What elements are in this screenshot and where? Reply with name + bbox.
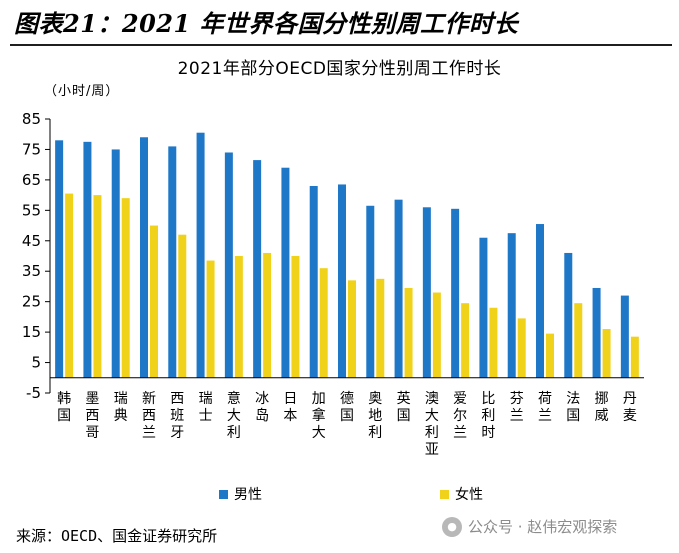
x-tick-label: 英国 [397,390,411,424]
watermark: ● 公众号 · 赵伟宏观探索 [442,516,617,537]
y-tick-label: 55 [22,201,41,219]
legend-item-female: 女性 [440,484,483,504]
bar-male [253,160,262,378]
bar-female [348,280,356,378]
bar-male [309,185,318,378]
watermark-text: 公众号 · 赵伟宏观探索 [468,518,618,536]
bar-male [224,152,233,378]
bar-male [394,199,403,378]
y-tick-label: 75 [22,140,41,158]
bar-male [366,205,375,378]
bar-female [404,287,413,378]
x-tick-label: 爱尔兰 [453,391,467,441]
legend-label-male: 男性 [234,487,262,503]
x-tick-label: 荷兰 [538,391,552,424]
y-tick-label: 65 [22,171,41,189]
bar-female [234,256,243,378]
y-tick-label: -5 [26,384,41,402]
legend-label-female: 女性 [455,487,483,503]
bar-female [319,268,328,378]
x-tick-label: 墨西哥 [85,391,99,441]
bar-male [422,207,431,378]
bar-male [620,295,629,378]
legend-swatch-male [219,489,228,499]
x-tick-label: 法国 [566,391,580,424]
bar-male [140,137,148,378]
y-tick-label: 85 [22,110,41,128]
x-tick-label: 瑞士 [199,391,213,424]
bar-male [479,237,488,378]
source-note: 来源：OECD、国金证券研究所 [16,527,218,545]
bar-male [168,146,177,378]
bar-female [206,260,215,378]
x-tick-label: 瑞典 [114,391,128,424]
x-tick-label: 丹麦 [623,391,637,424]
y-tick-label: 45 [22,232,41,250]
figure-title: 图表21：2021 年世界各国分性别周工作时长 [14,9,519,38]
bar-female [93,195,102,378]
bar-female [65,193,74,378]
y-axis-unit-label: （小时/周） [44,84,120,99]
x-tick-label: 比利时 [481,391,495,441]
bar-female [461,303,470,378]
bar-female [150,225,158,378]
bar-male [536,224,544,378]
bar-female [602,329,611,378]
bar-male [564,252,573,378]
bar-female [517,318,526,378]
bar-male [451,208,460,378]
bar-female [376,278,385,378]
bar-male [281,167,290,378]
y-tick-label: 25 [22,293,41,311]
bar-female [489,307,498,378]
x-tick-label: 德国 [340,391,354,424]
bar-male [83,141,92,378]
x-tick-label: 日本 [283,391,297,424]
legend-swatch-female [440,489,449,499]
y-axis: 85 75 65 55 45 35 25 15 5 -5 [22,110,51,402]
bar-female [630,336,639,378]
bar-male [507,233,516,378]
bar-male [196,132,205,378]
x-tick-label: 奥地利 [368,390,382,441]
wechat-icon: ● [442,516,462,537]
bar-female [432,292,441,378]
y-tick-label: 35 [22,262,41,280]
x-tick-label: 意大利 [227,390,241,441]
title-rule [10,44,672,46]
y-tick-label: 15 [22,323,41,341]
bar-male [55,140,64,378]
bar-series [55,132,639,378]
x-tick-label: 西班牙 [170,391,184,441]
x-tick-label: 冰岛 [255,391,269,424]
bar-female [178,234,187,378]
x-tick-label: 加拿大 [312,391,326,441]
bar-female [546,333,554,378]
x-tick-label: 新西兰 [142,391,156,441]
y-tick-label: 5 [31,354,41,372]
x-tick-label: 韩国 [57,391,71,424]
x-tick-label: 澳大利亚 [425,391,439,458]
bar-female [291,256,300,378]
legend-item-male: 男性 [219,484,262,504]
bar-female [121,198,130,378]
x-tick-label: 挪威 [595,391,609,424]
chart-title: 2021年部分OECD国家分性别周工作时长 [177,59,502,79]
bar-male [338,184,346,378]
x-tick-label: 芬兰 [510,391,524,424]
bar-male [111,149,120,378]
bar-female [263,252,272,378]
bar-male [592,287,601,378]
bar-female [574,303,583,378]
